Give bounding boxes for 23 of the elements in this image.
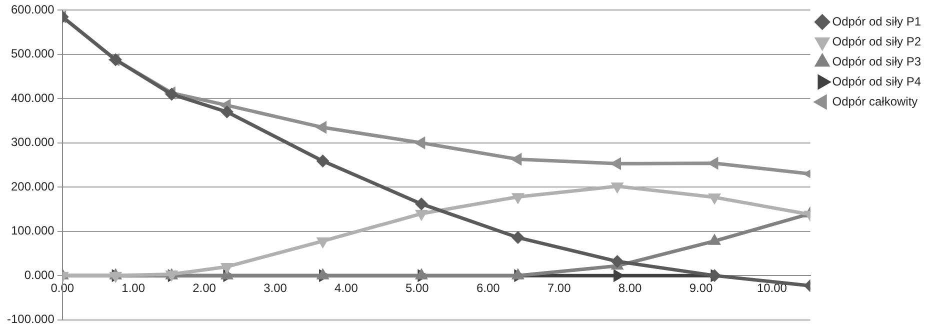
- y-tick-label: 300.000: [10, 135, 55, 150]
- legend-label: Odpór od siły P3: [832, 54, 922, 68]
- x-tick-label: 8.00: [618, 281, 642, 296]
- y-tick-label: 500.000: [10, 46, 55, 61]
- x-tick-label: 7.00: [547, 281, 572, 296]
- legend-label: Odpór całkowity: [832, 94, 918, 108]
- x-tick-label: 6.00: [476, 281, 500, 296]
- x-tick-label: 4.00: [334, 281, 358, 296]
- y-tick-label: 600.000: [10, 2, 55, 17]
- x-tick-label: 5.00: [405, 281, 430, 296]
- x-tick-label: 9.00: [689, 281, 714, 296]
- legend-label: Odpór od siły P2: [832, 34, 922, 48]
- legend-label: Odpór od siły P1: [832, 14, 922, 28]
- legend-label: Odpór od siły P4: [832, 74, 922, 88]
- y-tick-label: 200.000: [10, 179, 55, 194]
- x-tick-label: 3.00: [264, 281, 288, 296]
- y-tick-label: 0.000: [24, 268, 55, 282]
- x-tick-label: 2.00: [192, 281, 216, 296]
- y-tick-label: 100.000: [10, 224, 55, 238]
- x-tick-label: 10.00: [756, 281, 788, 296]
- y-tick-label: 400.000: [10, 90, 55, 105]
- y-tick-label: -100.000: [7, 312, 55, 326]
- x-tick-label: 1.00: [122, 281, 146, 296]
